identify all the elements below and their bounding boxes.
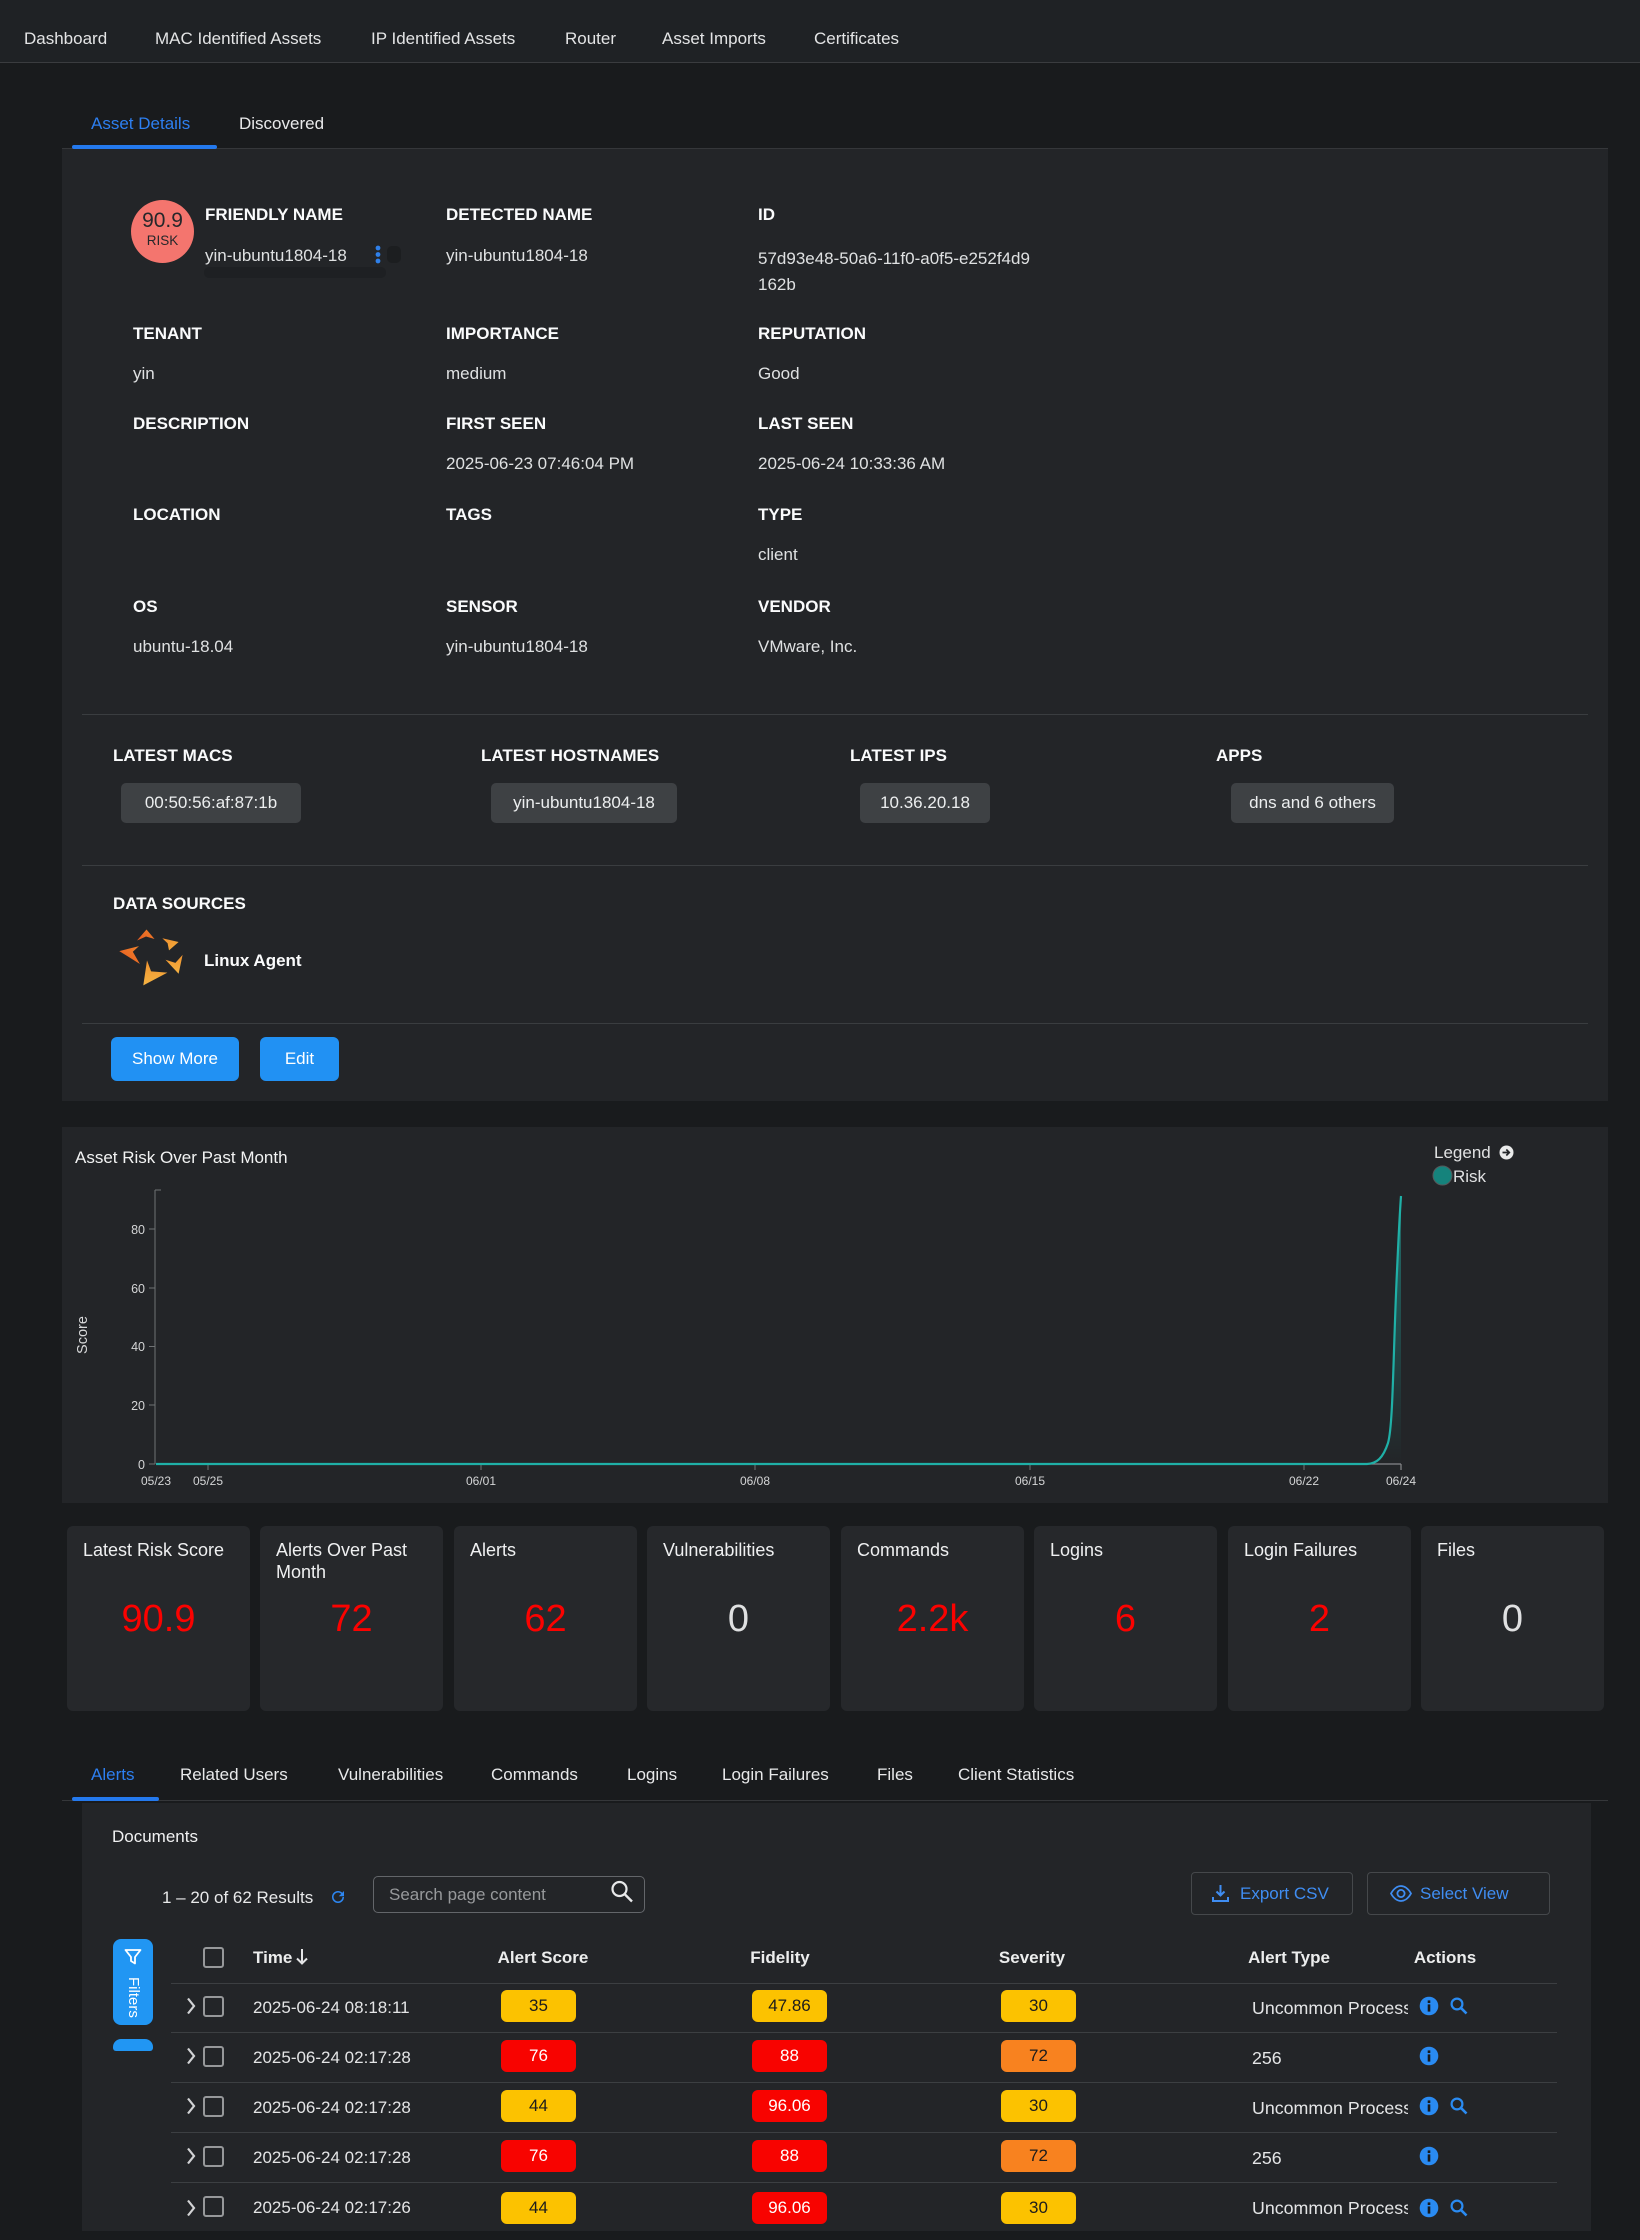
svg-text:0: 0 — [138, 1458, 145, 1472]
svg-text:06/01: 06/01 — [466, 1474, 496, 1488]
svg-text:80: 80 — [131, 1223, 145, 1237]
svg-text:06/24: 06/24 — [1386, 1474, 1416, 1488]
svg-text:05/23: 05/23 — [141, 1474, 171, 1488]
svg-text:60: 60 — [131, 1282, 145, 1296]
svg-text:20: 20 — [131, 1399, 145, 1413]
svg-text:05/25: 05/25 — [193, 1474, 223, 1488]
svg-text:40: 40 — [131, 1340, 145, 1354]
svg-text:06/22: 06/22 — [1289, 1474, 1319, 1488]
svg-text:06/15: 06/15 — [1015, 1474, 1045, 1488]
svg-text:Score: Score — [75, 1316, 91, 1354]
svg-text:06/08: 06/08 — [740, 1474, 770, 1488]
